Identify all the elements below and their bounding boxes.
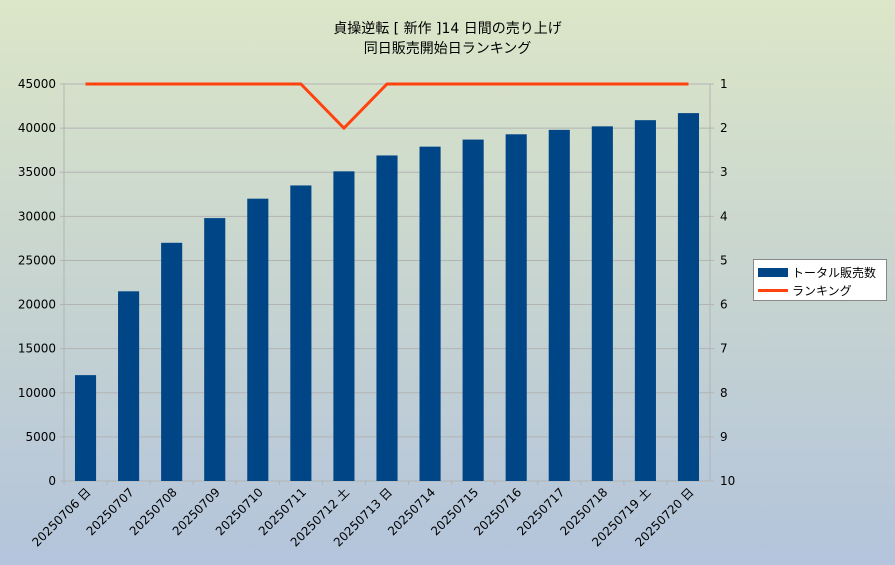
y-tick-label: 45000: [18, 77, 56, 91]
y2-tick-label: 3: [720, 165, 728, 179]
bar: [74, 375, 97, 481]
bar: [505, 134, 527, 481]
bar: [290, 185, 312, 481]
y2-tick-label: 8: [720, 386, 728, 400]
y-tick-label: 25000: [18, 253, 56, 267]
y-tick-label: 15000: [18, 342, 56, 356]
legend-swatch-line: [758, 288, 788, 292]
y2-tick-label: 2: [720, 121, 728, 135]
chart-title-line1: 貞操逆転 [ 新作 ]14 日間の売り上げ: [333, 21, 562, 37]
x-tick-label: 20250706 日: [29, 485, 93, 549]
bar: [333, 171, 355, 481]
ranking-line: [85, 82, 689, 131]
y2-tick-label: 7: [720, 342, 728, 356]
y-tick-label: 40000: [18, 121, 56, 135]
bar: [591, 126, 613, 481]
bar: [548, 129, 570, 481]
legend: トータル販売数 ランキング: [753, 259, 887, 301]
y2-tick-label: 10: [720, 474, 735, 488]
y2-tick-label: 6: [720, 298, 728, 312]
bar: [118, 291, 140, 481]
bar: [376, 155, 398, 481]
bar: [634, 120, 656, 481]
legend-label-bar: トータル販売数: [792, 265, 877, 280]
legend-item-bar: トータル販売数: [758, 263, 876, 281]
bar: [462, 139, 484, 481]
y-tick-label: 35000: [18, 165, 56, 179]
legend-label-line: ランキング: [792, 283, 852, 298]
y-tick-label: 10000: [18, 386, 56, 400]
bar: [419, 146, 441, 482]
bar: [247, 198, 269, 481]
y-tick-label: 30000: [18, 209, 56, 223]
legend-swatch-bar: [758, 267, 788, 277]
y2-tick-label: 1: [720, 77, 728, 91]
chart-title: 貞操逆転 [ 新作 ]14 日間の売り上げ 同日販売開始日ランキング: [0, 19, 895, 59]
legend-item-line: ランキング: [758, 281, 852, 299]
y2-tick-label: 4: [720, 209, 728, 223]
bar: [161, 242, 183, 481]
y-tick-label: 20000: [18, 298, 56, 312]
chart-title-line2: 同日販売開始日ランキング: [363, 41, 532, 57]
y2-tick-label: 5: [720, 253, 728, 267]
y-tick-label: 0: [48, 474, 56, 488]
bar: [677, 113, 700, 481]
y2-tick-label: 9: [720, 430, 728, 444]
y-tick-label: 5000: [25, 430, 56, 444]
bar: [204, 218, 226, 481]
